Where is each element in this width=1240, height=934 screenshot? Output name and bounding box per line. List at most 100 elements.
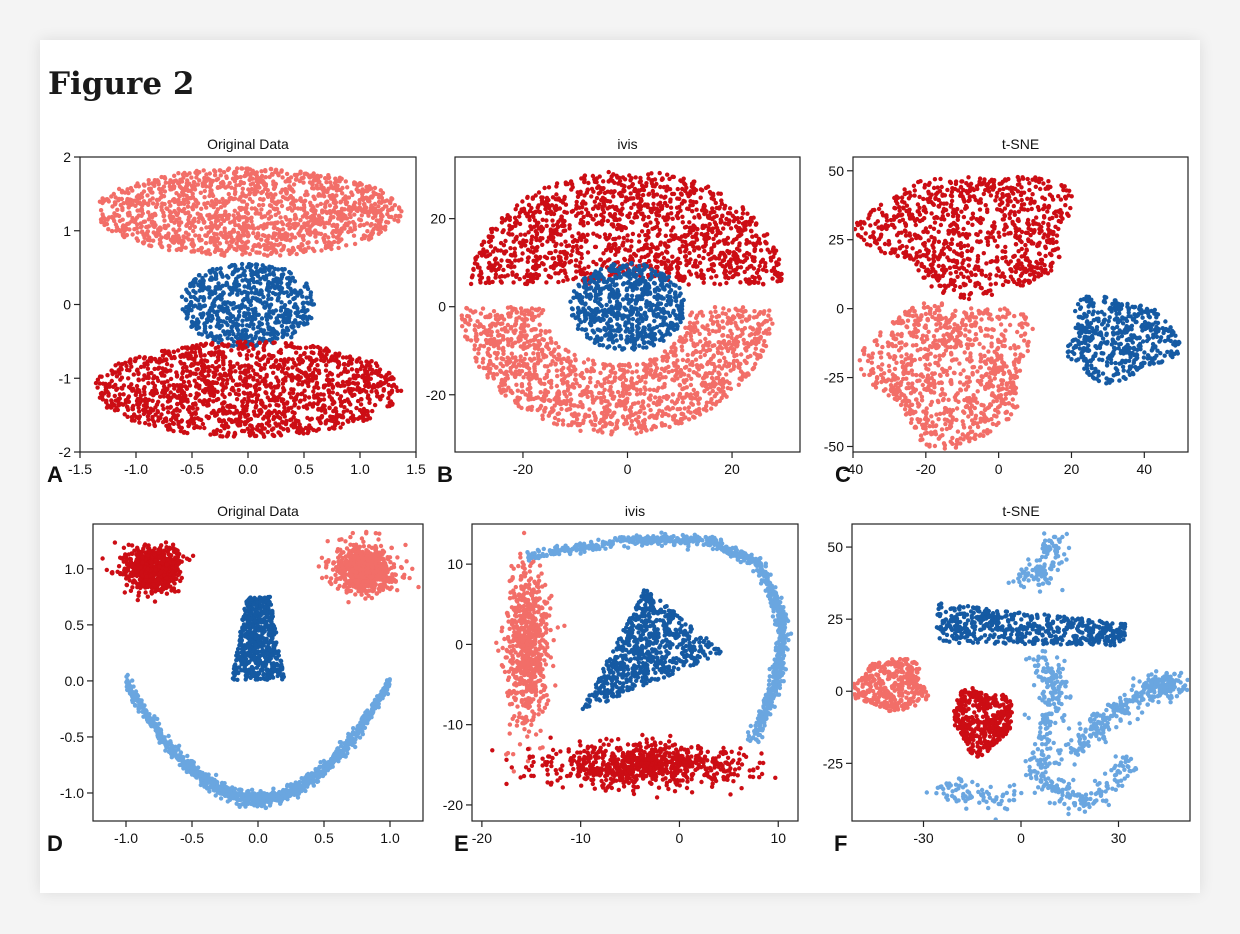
point-dark_red: [375, 363, 380, 369]
point-dark_red: [488, 238, 494, 243]
point-dark_red: [585, 250, 591, 255]
point-dark_red: [242, 397, 247, 402]
point-dark_red: [665, 184, 670, 189]
point-salmon: [168, 210, 174, 216]
point-dark_red: [722, 264, 727, 269]
point-dark_red: [136, 409, 142, 414]
point-dark_red: [377, 367, 383, 372]
point-dark_blue: [251, 322, 256, 327]
point-salmon: [162, 176, 168, 181]
point-salmon: [344, 243, 349, 248]
point-salmon: [328, 180, 333, 185]
point-dark_red: [204, 359, 210, 364]
point-salmon: [167, 199, 172, 205]
point-dark_blue: [284, 316, 289, 321]
point-dark_red: [732, 268, 737, 273]
point-dark_blue: [246, 283, 251, 288]
point-salmon: [352, 180, 357, 185]
point-dark_red: [188, 369, 193, 375]
point-dark_red: [706, 226, 711, 231]
point-salmon: [204, 184, 209, 189]
point-dark_red: [479, 271, 484, 276]
point-salmon: [302, 212, 308, 217]
point-dark_red: [141, 411, 147, 417]
point-salmon: [271, 246, 276, 252]
point-dark_red: [248, 423, 253, 428]
point-dark_red: [718, 261, 723, 267]
point-dark_red: [333, 353, 338, 359]
point-dark_red: [259, 428, 264, 433]
point-salmon: [139, 224, 144, 229]
point-salmon: [106, 227, 111, 232]
point-dark_red: [122, 412, 127, 417]
point-dark_blue: [290, 275, 295, 280]
point-salmon: [342, 216, 347, 221]
point-dark_red: [156, 415, 161, 420]
point-dark_blue: [229, 325, 234, 330]
point-salmon: [392, 217, 397, 222]
point-dark_red: [548, 250, 554, 256]
point-dark_red: [158, 394, 163, 399]
point-dark_red: [97, 395, 103, 400]
point-salmon: [196, 219, 201, 224]
point-dark_blue: [219, 307, 224, 312]
point-dark_red: [367, 400, 372, 405]
point-salmon: [150, 201, 156, 206]
point-salmon: [197, 178, 202, 183]
point-dark_red: [574, 269, 579, 274]
point-dark_red: [670, 216, 675, 221]
point-salmon: [326, 235, 331, 240]
point-dark_red: [562, 218, 567, 224]
data-points: [459, 169, 784, 437]
point-salmon: [351, 233, 357, 238]
point-dark_red: [684, 247, 689, 252]
point-dark_red: [261, 404, 266, 409]
point-dark_blue: [242, 328, 247, 333]
point-salmon: [224, 200, 229, 206]
point-dark_red: [186, 351, 191, 356]
point-dark_red: [629, 205, 634, 210]
point-dark_red: [282, 405, 287, 410]
point-salmon: [226, 215, 231, 220]
point-dark_red: [346, 386, 351, 392]
point-salmon: [273, 169, 278, 175]
point-dark_blue: [267, 314, 273, 320]
point-salmon: [233, 189, 238, 195]
point-dark_red: [674, 205, 680, 210]
point-dark_red: [249, 353, 254, 358]
panel-title: Original Data: [207, 136, 289, 152]
point-dark_red: [699, 231, 704, 237]
point-dark_red: [116, 399, 121, 404]
point-dark_red: [522, 232, 528, 237]
point-salmon: [317, 179, 322, 185]
point-dark_red: [548, 232, 554, 237]
point-dark_red: [156, 378, 161, 383]
point-dark_blue: [301, 305, 306, 310]
point-dark_red: [723, 221, 728, 226]
point-dark_red: [180, 365, 186, 371]
point-dark_red: [381, 387, 386, 392]
point-dark_red: [277, 431, 282, 436]
point-dark_red: [290, 390, 296, 396]
point-dark_red: [250, 426, 255, 432]
data-points: [93, 166, 404, 439]
point-dark_red: [686, 206, 691, 212]
point-dark_red: [124, 404, 130, 409]
point-dark_red: [187, 383, 193, 388]
point-salmon: [199, 250, 205, 255]
point-salmon: [183, 230, 189, 235]
point-dark_red: [347, 377, 352, 382]
point-dark_blue: [219, 292, 225, 298]
point-salmon: [338, 187, 343, 193]
point-dark_red: [604, 237, 609, 242]
point-salmon: [130, 232, 135, 237]
point-salmon: [164, 206, 169, 211]
point-dark_blue: [235, 291, 240, 297]
point-dark_red: [336, 360, 341, 365]
point-dark_red: [162, 367, 167, 373]
point-dark_red: [374, 389, 379, 394]
point-salmon: [373, 191, 379, 197]
point-salmon: [346, 229, 351, 235]
point-dark_red: [536, 190, 542, 195]
point-salmon: [227, 196, 232, 202]
